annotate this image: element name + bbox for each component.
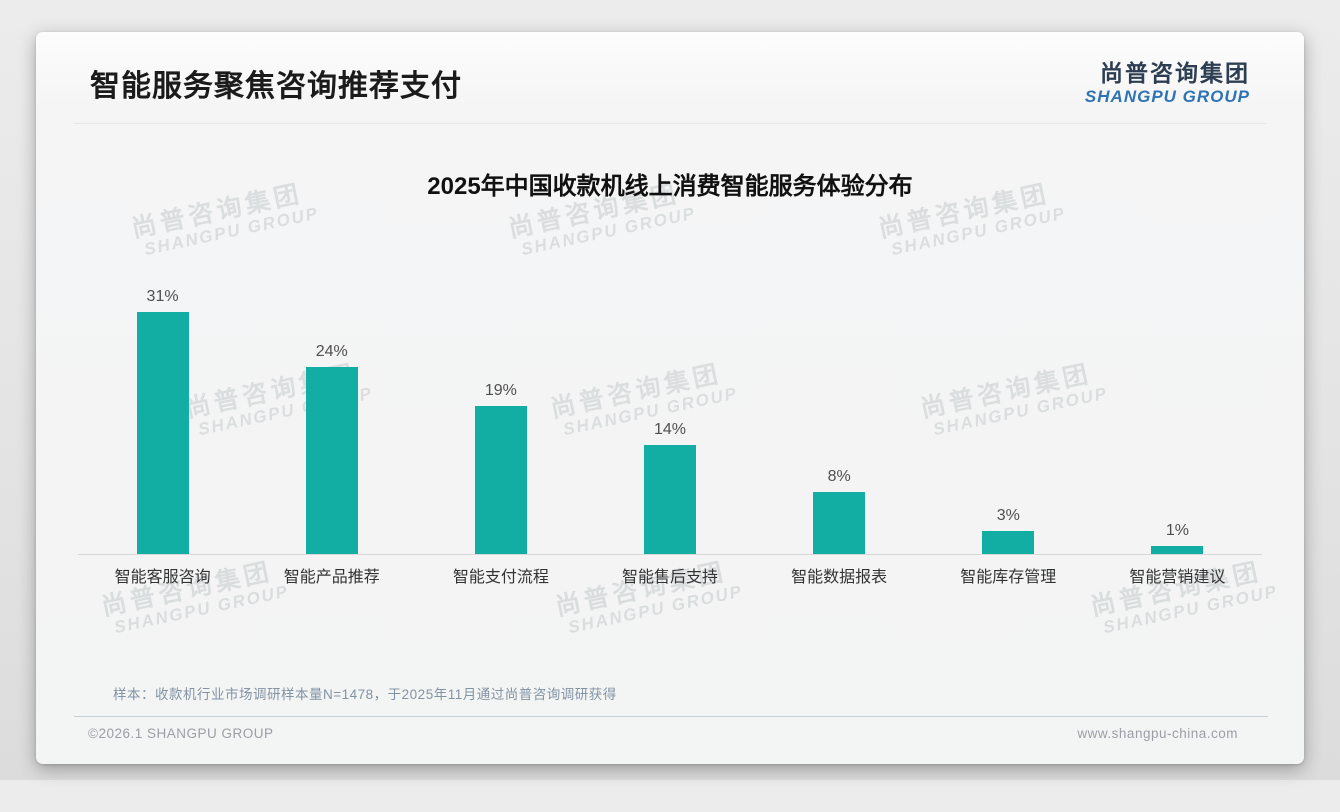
category-label: 智能客服咨询 (114, 569, 211, 586)
bar-column: 14% (585, 282, 754, 554)
bar (813, 492, 866, 554)
slide-header: 智能服务聚焦咨询推荐支付 尚普咨询集团 SHANGPU GROUP (74, 32, 1266, 124)
bar-value-label: 24% (315, 343, 348, 360)
bar-value-label: 3% (996, 507, 1020, 524)
category-axis-labels: 智能客服咨询 智能产品推荐 智能支付流程 智能售后支持 智能数据报表 智能库存管理 智能营销… (78, 567, 1262, 589)
bar (474, 406, 527, 554)
bar-column: 1% (1093, 282, 1262, 554)
bar (305, 367, 358, 554)
category-label: 智能营销建议 (1129, 569, 1226, 586)
bar-column: 8% (755, 282, 924, 554)
chart-plot-area: 31% 24% 19% 14% 8% 3% 1% (78, 282, 1262, 554)
bar (643, 445, 696, 554)
bar-column: 31% (78, 282, 247, 554)
bar-chart: 2025年中国收款机线上消费智能服务体验分布 31% 24% 19% 14% 8% 3% 1… (36, 172, 1304, 589)
x-axis-line (78, 554, 1262, 555)
bar-column: 19% (416, 282, 585, 554)
bar-value-label: 8% (827, 468, 851, 485)
bar (136, 312, 189, 554)
footer-divider (74, 716, 1268, 717)
category-label: 智能产品推荐 (283, 569, 380, 586)
bar-column: 3% (924, 282, 1093, 554)
website-url: www.shangpu-china.com (1077, 726, 1238, 741)
bar-value-label: 1% (1165, 522, 1189, 539)
chart-title: 2025年中国收款机线上消费智能服务体验分布 (427, 173, 913, 200)
page-title: 智能服务聚焦咨询推荐支付 (90, 70, 462, 103)
bar-value-label: 14% (653, 421, 686, 438)
company-logo: 尚普咨询集团 SHANGPU GROUP (1084, 60, 1250, 106)
category-label: 智能库存管理 (960, 569, 1057, 586)
slide-footer: ©2026.1 SHANGPU GROUP www.shangpu-china.… (36, 717, 1304, 741)
category-label: 智能数据报表 (791, 569, 888, 586)
bar (982, 531, 1035, 554)
category-label: 智能售后支持 (621, 569, 718, 586)
logo-english-name: SHANGPU GROUP (1084, 87, 1250, 106)
bar-column: 24% (247, 282, 416, 554)
bar (1151, 546, 1204, 554)
copyright-text: ©2026.1 SHANGPU GROUP (88, 726, 274, 741)
category-label: 智能支付流程 (452, 569, 549, 586)
bar-value-label: 31% (146, 288, 179, 305)
sample-note: 样本：收款机行业市场调研样本量N=1478，于2025年11月通过尚普咨询调研获… (113, 687, 617, 702)
logo-chinese-name: 尚普咨询集团 (1100, 60, 1250, 86)
slide-card: 尚普咨询集团 SHANGPU GROUP 尚普咨询集团 SHANGPU GROUP 尚普… (36, 32, 1304, 764)
bar-value-label: 19% (484, 382, 517, 399)
